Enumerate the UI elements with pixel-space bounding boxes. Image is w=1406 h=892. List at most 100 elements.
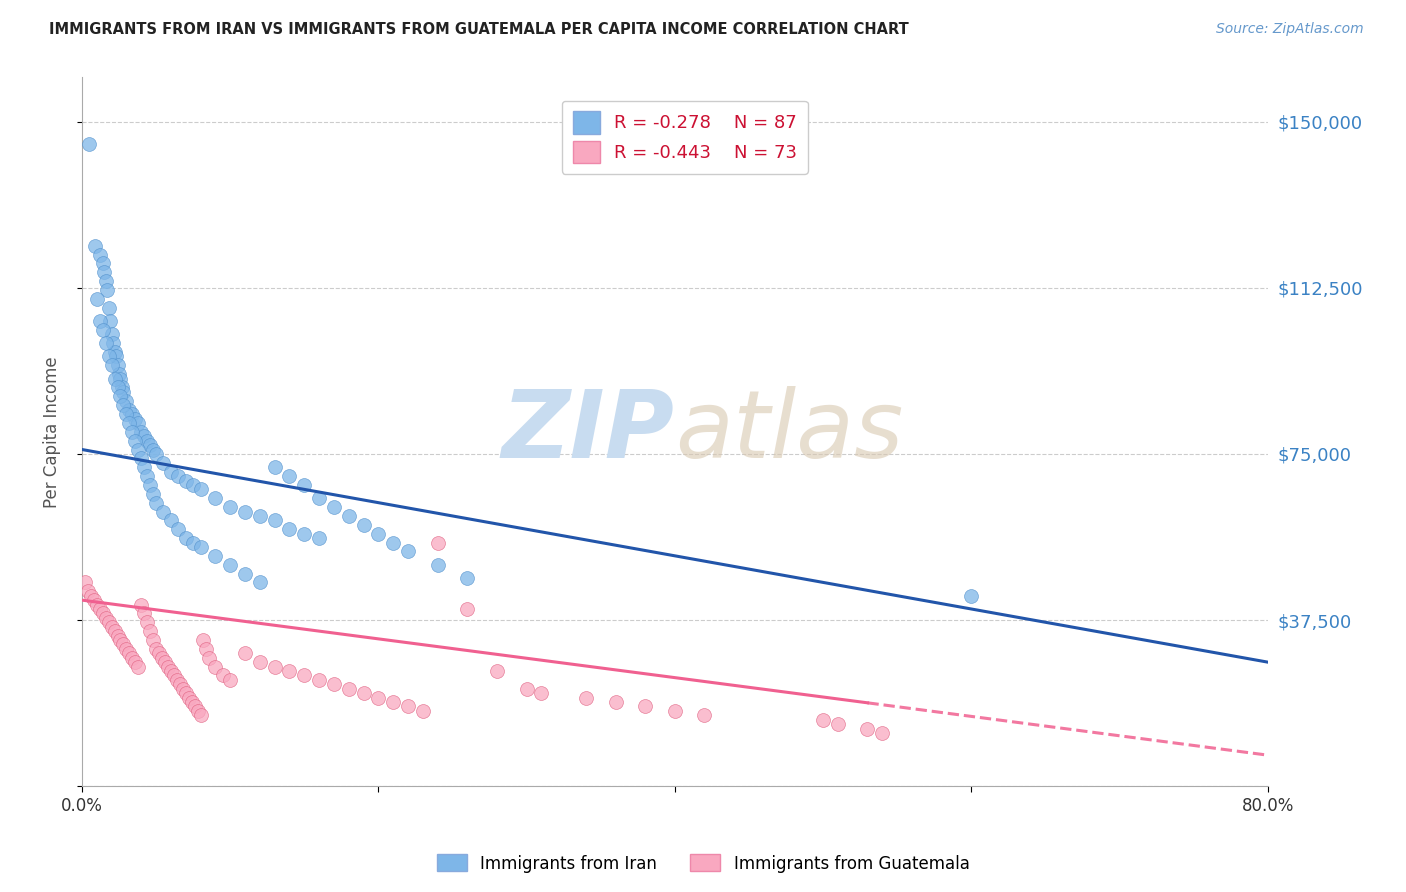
- Point: [827, 717, 849, 731]
- Point: [382, 695, 405, 709]
- Point: [121, 650, 143, 665]
- Point: [153, 655, 176, 669]
- Point: [115, 407, 138, 421]
- Point: [148, 646, 170, 660]
- Point: [91, 607, 114, 621]
- Point: [100, 620, 122, 634]
- Text: atlas: atlas: [675, 386, 903, 477]
- Point: [204, 549, 226, 563]
- Point: [142, 632, 165, 647]
- Point: [105, 350, 128, 364]
- Point: [308, 491, 330, 506]
- Text: IMMIGRANTS FROM IRAN VS IMMIGRANTS FROM GUATEMALA PER CAPITA INCOME CORRELATION : IMMIGRANTS FROM IRAN VS IMMIGRANTS FROM …: [49, 22, 908, 37]
- Point: [96, 283, 118, 297]
- Point: [118, 646, 141, 660]
- Point: [152, 456, 174, 470]
- Point: [337, 681, 360, 696]
- Point: [94, 274, 117, 288]
- Point: [134, 607, 156, 621]
- Point: [426, 535, 449, 549]
- Point: [127, 416, 149, 430]
- Point: [142, 487, 165, 501]
- Point: [190, 540, 212, 554]
- Point: [249, 655, 271, 669]
- Point: [94, 336, 117, 351]
- Point: [211, 668, 233, 682]
- Point: [142, 442, 165, 457]
- Point: [111, 380, 134, 394]
- Point: [456, 602, 478, 616]
- Point: [103, 624, 125, 639]
- Point: [100, 327, 122, 342]
- Point: [263, 659, 285, 673]
- Point: [107, 359, 129, 373]
- Point: [124, 411, 146, 425]
- Point: [292, 478, 315, 492]
- Point: [83, 593, 105, 607]
- Point: [219, 673, 242, 687]
- Y-axis label: Per Capita Income: Per Capita Income: [44, 356, 60, 508]
- Point: [204, 491, 226, 506]
- Point: [150, 650, 173, 665]
- Point: [169, 677, 191, 691]
- Point: [139, 438, 162, 452]
- Point: [664, 704, 686, 718]
- Point: [110, 371, 132, 385]
- Point: [136, 469, 159, 483]
- Point: [693, 708, 716, 723]
- Point: [80, 589, 103, 603]
- Point: [412, 704, 434, 718]
- Point: [112, 637, 135, 651]
- Point: [129, 451, 152, 466]
- Point: [278, 664, 301, 678]
- Point: [337, 508, 360, 523]
- Point: [97, 350, 120, 364]
- Point: [163, 668, 186, 682]
- Point: [193, 632, 215, 647]
- Point: [204, 659, 226, 673]
- Point: [107, 628, 129, 642]
- Point: [382, 535, 405, 549]
- Point: [127, 442, 149, 457]
- Point: [396, 544, 419, 558]
- Point: [183, 699, 205, 714]
- Point: [145, 447, 167, 461]
- Point: [129, 598, 152, 612]
- Point: [367, 526, 389, 541]
- Point: [86, 598, 108, 612]
- Point: [249, 508, 271, 523]
- Point: [575, 690, 598, 705]
- Point: [118, 402, 141, 417]
- Point: [91, 323, 114, 337]
- Point: [97, 615, 120, 630]
- Point: [103, 345, 125, 359]
- Point: [108, 368, 131, 382]
- Point: [960, 589, 983, 603]
- Point: [134, 429, 156, 443]
- Legend: R = -0.278    N = 87, R = -0.443    N = 73: R = -0.278 N = 87, R = -0.443 N = 73: [562, 101, 808, 174]
- Point: [172, 681, 194, 696]
- Point: [124, 655, 146, 669]
- Point: [308, 531, 330, 545]
- Point: [872, 726, 894, 740]
- Point: [322, 500, 344, 514]
- Point: [121, 425, 143, 439]
- Point: [856, 722, 879, 736]
- Point: [115, 393, 138, 408]
- Point: [145, 496, 167, 510]
- Point: [166, 673, 188, 687]
- Point: [129, 425, 152, 439]
- Point: [110, 389, 132, 403]
- Point: [167, 469, 190, 483]
- Point: [160, 513, 183, 527]
- Point: [139, 624, 162, 639]
- Point: [118, 416, 141, 430]
- Point: [89, 314, 111, 328]
- Point: [263, 460, 285, 475]
- Point: [278, 522, 301, 536]
- Point: [426, 558, 449, 572]
- Point: [110, 632, 132, 647]
- Point: [136, 434, 159, 448]
- Point: [127, 659, 149, 673]
- Point: [174, 474, 197, 488]
